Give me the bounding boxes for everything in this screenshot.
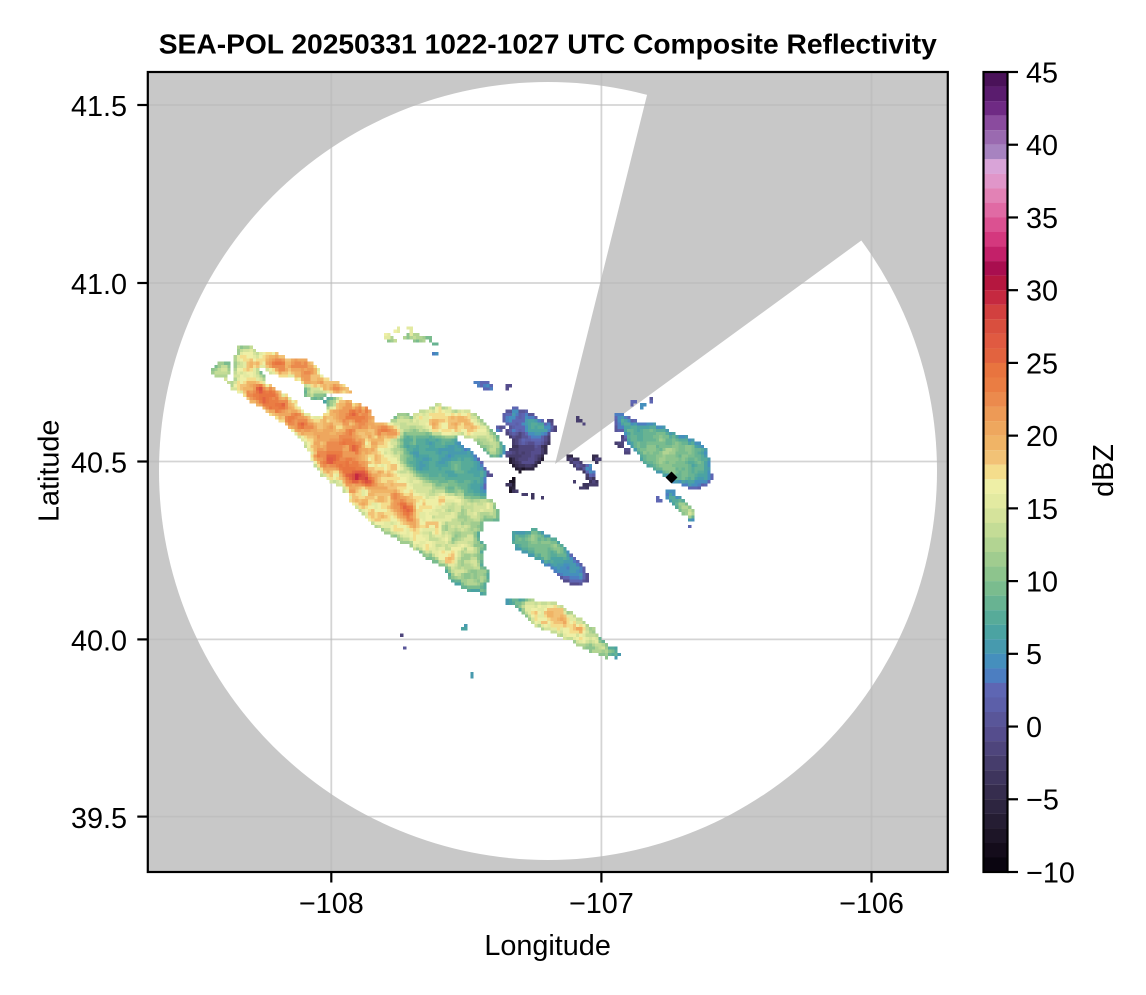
- svg-text:41.5: 41.5: [71, 91, 127, 123]
- svg-text:−106: −106: [839, 888, 904, 920]
- svg-text:dBZ: dBZ: [1088, 444, 1120, 497]
- svg-text:10: 10: [1026, 567, 1058, 599]
- svg-text:−5: −5: [1026, 785, 1059, 817]
- svg-text:Longitude: Longitude: [484, 930, 611, 962]
- svg-text:25: 25: [1026, 348, 1058, 380]
- svg-text:−108: −108: [299, 888, 364, 920]
- svg-text:SEA-POL 20250331 1022-1027 UTC: SEA-POL 20250331 1022-1027 UTC Composite…: [159, 28, 937, 60]
- svg-text:Latitude: Latitude: [34, 420, 66, 522]
- svg-text:5: 5: [1026, 639, 1042, 671]
- svg-text:−10: −10: [1026, 857, 1075, 889]
- svg-text:15: 15: [1026, 494, 1058, 526]
- svg-text:39.5: 39.5: [71, 803, 127, 835]
- svg-text:30: 30: [1026, 276, 1058, 308]
- svg-text:0: 0: [1026, 712, 1042, 744]
- svg-text:40: 40: [1026, 130, 1058, 162]
- svg-text:35: 35: [1026, 203, 1058, 235]
- svg-text:20: 20: [1026, 421, 1058, 453]
- svg-text:40.0: 40.0: [71, 626, 127, 658]
- svg-text:41.0: 41.0: [71, 269, 127, 301]
- svg-text:−107: −107: [569, 888, 634, 920]
- svg-text:45: 45: [1026, 57, 1058, 89]
- svg-text:40.5: 40.5: [71, 448, 127, 480]
